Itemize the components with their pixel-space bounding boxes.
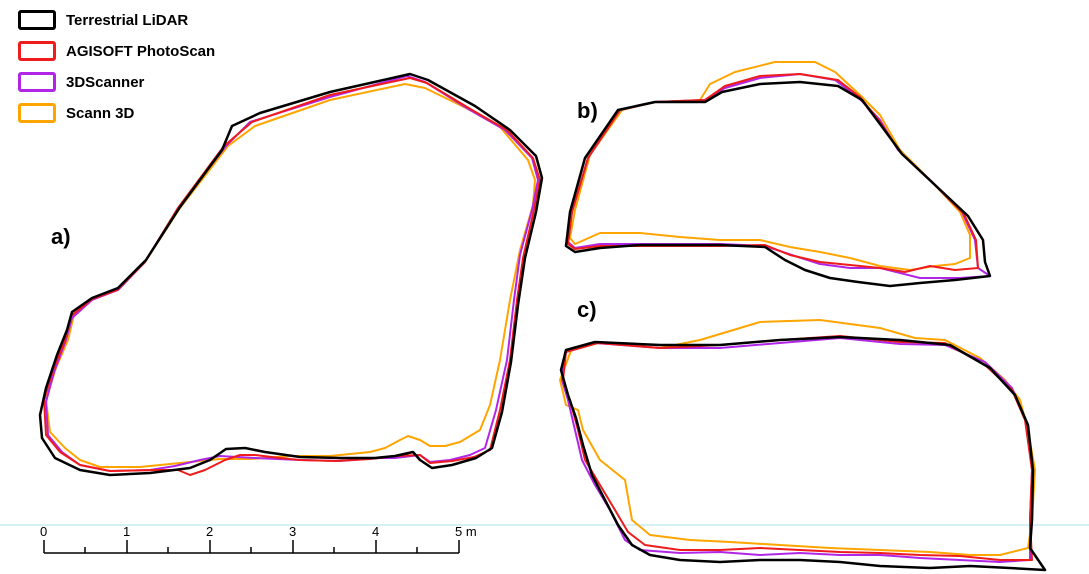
legend-item-3dscanner: 3DScanner <box>18 70 215 94</box>
panel-a-agisoft-outline <box>43 77 541 476</box>
scale-label-2: 2 <box>206 524 214 539</box>
panel-a-scann3d-outline <box>45 83 536 468</box>
legend-label-agisoft: AGISOFT PhotoScan <box>66 42 216 60</box>
scale-label-1: 1 <box>123 524 131 539</box>
panel-a-lidar-outline <box>38 72 544 477</box>
scale-label-3: 3 <box>289 524 297 539</box>
legend-swatch-lidar <box>18 10 56 30</box>
panel-c-agisoft-outline <box>562 335 1033 561</box>
panel-c-scann3d-outline <box>559 319 1036 556</box>
panel-c-lidar-outline <box>559 335 1047 572</box>
scale-label-0: 0 <box>40 524 48 539</box>
legend-swatch-scann3d <box>18 103 56 123</box>
legend-swatch-3dscanner <box>18 72 56 92</box>
panel-label-c: c) <box>577 297 597 322</box>
legend-swatch-agisoft <box>18 41 56 61</box>
legend-item-scann3d: Scann 3D <box>18 101 215 125</box>
legend-label-3dscanner: 3DScanner <box>66 73 145 91</box>
panel-c-3dscanner-outline <box>561 337 1033 563</box>
scale-bar <box>43 540 460 554</box>
panel-a-outlines <box>38 72 544 477</box>
panel-b-scann3d-outline <box>569 61 971 271</box>
legend-item-lidar: Terrestrial LiDAR <box>18 8 215 32</box>
scale-label-4: 4 <box>372 524 380 539</box>
panel-a-3dscanner-outline <box>45 75 539 472</box>
legend: Terrestrial LiDAR AGISOFT PhotoScan 3DSc… <box>18 8 215 132</box>
legend-label-scann3d: Scann 3D <box>66 104 135 122</box>
panel-b-outlines <box>564 61 992 288</box>
legend-item-agisoft: AGISOFT PhotoScan <box>18 39 215 63</box>
panel-b-lidar-outline <box>564 80 992 288</box>
panel-c-outlines <box>559 319 1047 572</box>
panel-label-a: a) <box>51 224 71 249</box>
scale-label-5m: 5 m <box>455 524 477 539</box>
legend-label-lidar: Terrestrial LiDAR <box>66 11 189 29</box>
panel-label-b: b) <box>577 98 598 123</box>
